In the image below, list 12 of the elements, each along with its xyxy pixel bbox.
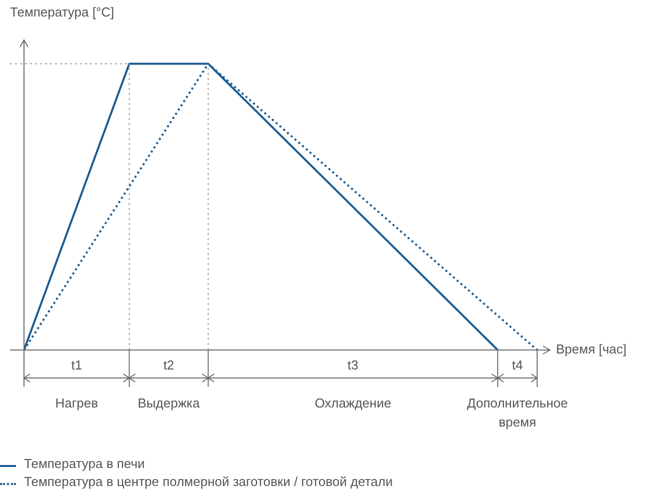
text: Нагрев xyxy=(55,396,98,411)
text: Выдержка xyxy=(138,396,200,411)
text: Охлаждение xyxy=(314,396,392,411)
text: t3 xyxy=(348,358,358,373)
text: t2 xyxy=(163,358,174,373)
x-axis-title: Время [час] xyxy=(556,342,626,357)
y-axis-title: Температура [°C] xyxy=(10,4,114,20)
legend-label: Температура в центре полмерной заготовки / готовой детали xyxy=(24,474,393,488)
text: Дополнительное время xyxy=(467,396,568,430)
text: t4 xyxy=(512,358,523,373)
text: t1 xyxy=(71,358,82,373)
legend-label: Температура в печи xyxy=(24,456,145,470)
